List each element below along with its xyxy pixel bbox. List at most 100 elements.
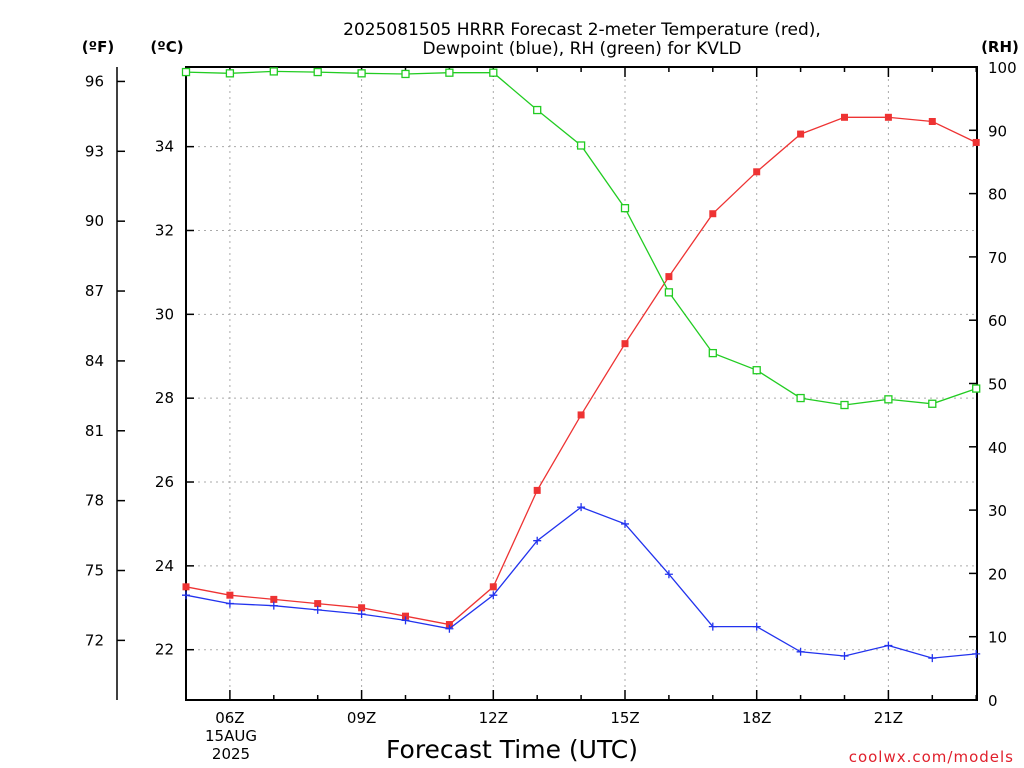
dewpoint-point [928,654,937,663]
celsius-tick-label: 22 [155,641,174,659]
fahrenheit-tick-label: 72 [85,631,104,649]
celsius-unit-label: (ºC) [150,38,183,56]
series-line [185,506,977,659]
dewpoint-point [796,647,805,656]
celsius-tick-label: 32 [155,221,174,239]
rh-tick-label: 60 [988,312,1007,330]
celsius-tick-label: 34 [155,138,174,156]
dewpoint-point [401,616,410,625]
temperature-point [972,138,980,146]
x-tick-label: 06Z [215,709,244,727]
dewpoint-point [752,622,761,631]
x-tick-label: 09Z [347,709,376,727]
temperature-point [884,113,892,121]
dewpoint-point [840,651,849,660]
rh-tick-label: 10 [988,629,1007,647]
x-tick-label: 12Z [479,709,508,727]
temperature-point [358,604,366,612]
fahrenheit-unit-label: (ºF) [82,38,114,56]
plot-frame [185,66,978,701]
rh-point [445,68,454,77]
temperature-point [665,273,673,281]
chart-title-line2: Dewpoint (blue), RH (green) for KVLD [423,39,742,59]
temperature-point [402,612,409,620]
axes: 72 75 78 81 84 87 90 93 96 22 24 26 28 30 32 34 0 10 20 30 4… [85,59,1017,727]
rh-point [752,366,761,375]
temperature-point [489,583,497,591]
dewpoint-point [357,610,366,619]
celsius-tick-label: 24 [155,557,174,575]
temperature-point [533,486,541,494]
temperature-point [314,600,322,608]
dewpoint-point [225,599,234,608]
fahrenheit-tick-label: 84 [85,352,104,370]
rh-point [840,400,849,410]
data-series [181,67,981,663]
series-temperature [182,113,980,629]
rh-tick-label: 70 [988,249,1007,267]
celsius-tick-label: 30 [155,305,174,323]
fahrenheit-tick-label: 93 [85,142,104,160]
series-line [185,116,977,626]
rh-point [664,288,674,297]
rh-point [972,384,981,393]
rh-point [928,399,937,408]
series-line [185,70,977,406]
temperature-point [577,411,585,419]
fahrenheit-tick-label: 87 [85,282,104,300]
dewpoint-point [489,591,498,600]
dewpoint-point [664,570,673,579]
rh-point [357,69,366,78]
dewpoint-point [182,591,190,600]
rh-point [269,67,278,76]
credit-text: coolwx.com/models [849,748,1014,766]
rh-tick-label: 90 [988,122,1007,140]
chart-title-line1: 2025081505 HRRR Forecast 2-meter Tempera… [343,20,821,40]
fahrenheit-tick-label: 81 [85,422,104,440]
rh-tick-label: 100 [988,59,1017,77]
temperature-point [226,591,234,599]
rh-point [620,204,630,213]
dewpoint-point [708,622,717,631]
fahrenheit-tick-label: 75 [85,562,104,580]
series-dewpoint [182,503,981,663]
dewpoint-point [445,624,454,633]
fahrenheit-tick-label: 78 [85,492,104,510]
celsius-tick-label: 28 [155,389,174,407]
temperature-point [270,595,278,603]
x-tick-label: 21Z [874,709,903,727]
fahrenheit-tick-label: 96 [85,72,104,90]
rh-unit-label: (RH) [981,38,1019,56]
dewpoint-point [621,519,629,528]
temperature-point [182,583,190,591]
grid-lines [186,67,977,700]
x-tick-label: 18Z [742,709,771,727]
date-label-year: 2025 [212,745,250,763]
temperature-point [621,340,629,348]
temperature-point [841,113,848,121]
rh-tick-label: 80 [988,186,1007,204]
temperature-point [753,168,761,176]
rh-point [796,393,805,403]
rh-point [708,348,717,358]
dewpoint-point [533,536,542,545]
rh-point [225,69,235,78]
rh-tick-label: 40 [988,439,1007,457]
dewpoint-point [313,605,322,614]
date-label-day: 15AUG [205,727,257,745]
dewpoint-point [972,649,981,658]
rh-point [181,67,191,77]
temperature-point [797,130,805,138]
rh-tick-label: 0 [988,692,998,710]
rh-point [313,67,322,77]
temperature-point [445,621,453,629]
rh-point [576,141,586,150]
fahrenheit-tick-label: 90 [85,212,104,230]
dewpoint-point [269,601,278,610]
rh-point [884,395,893,404]
temperature-point [928,117,936,125]
dewpoint-point [577,503,586,512]
temperature-point [709,210,717,218]
series-rh [181,67,981,410]
